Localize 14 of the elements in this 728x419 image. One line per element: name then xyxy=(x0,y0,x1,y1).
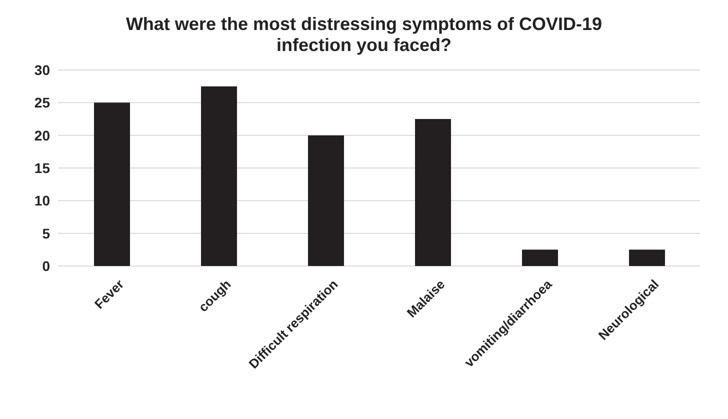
bar xyxy=(415,119,451,266)
chart-title: What were the most distressing symptoms of COVID-19 infection you faced? xyxy=(124,13,604,56)
bar xyxy=(94,102,130,266)
y-tick-label: 5 xyxy=(42,225,50,242)
y-tick-label: 30 xyxy=(34,62,50,78)
y-tick-label: 15 xyxy=(34,160,50,176)
y-tick-label: 25 xyxy=(34,94,50,111)
bar xyxy=(308,135,344,266)
bar xyxy=(201,86,237,266)
bar xyxy=(522,250,558,266)
bar xyxy=(629,250,665,266)
y-tick-label: 20 xyxy=(34,127,50,144)
y-tick-label: 0 xyxy=(42,258,50,274)
y-tick-label: 10 xyxy=(34,192,50,209)
